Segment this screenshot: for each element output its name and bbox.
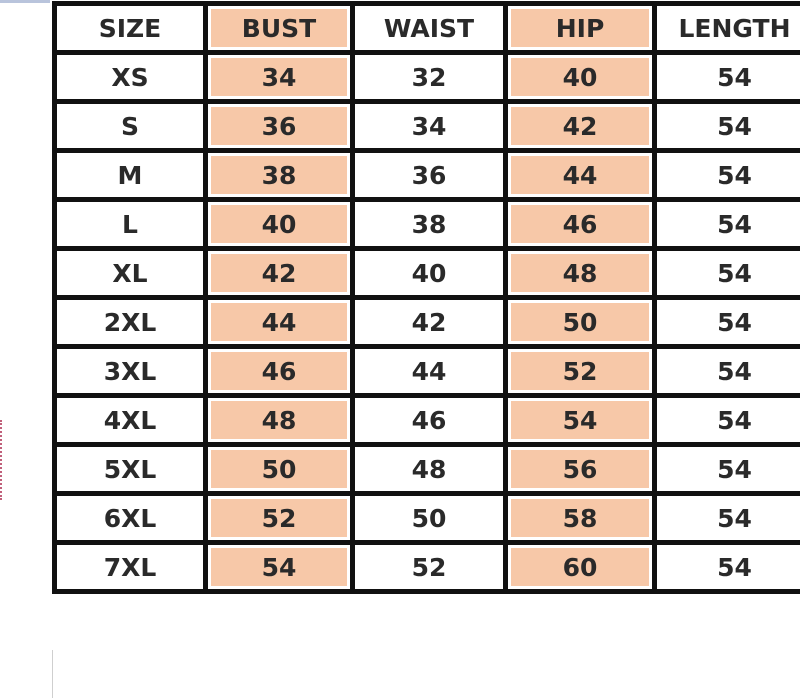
cell-bust: 54 <box>203 540 355 594</box>
cell-bust: 44 <box>203 295 355 349</box>
table-row: 7XL 54 52 60 54 <box>52 540 800 594</box>
cell-bust: 42 <box>203 246 355 300</box>
cell-waist: 52 <box>350 540 508 594</box>
cell-length: 54 <box>652 491 800 545</box>
cell-hip: 46 <box>503 197 657 251</box>
cell-hip: 40 <box>503 50 657 104</box>
cell-size: M <box>52 148 208 202</box>
cell-length: 54 <box>652 442 800 496</box>
cell-bust: 38 <box>203 148 355 202</box>
cell-bust: 52 <box>203 491 355 545</box>
cell-size: L <box>52 197 208 251</box>
table-row: 6XL 52 50 58 54 <box>52 491 800 545</box>
table-row: S 36 34 42 54 <box>52 99 800 153</box>
header-row: SIZE BUST WAIST HIP LENGTH <box>52 1 800 55</box>
cell-waist: 32 <box>350 50 508 104</box>
cell-size: 2XL <box>52 295 208 349</box>
table-row: M 38 36 44 54 <box>52 148 800 202</box>
cell-waist: 40 <box>350 246 508 300</box>
table-row: XL 42 40 48 54 <box>52 246 800 300</box>
header-size: SIZE <box>52 1 208 55</box>
cell-size: 3XL <box>52 344 208 398</box>
table-row: XS 34 32 40 54 <box>52 50 800 104</box>
cell-length: 54 <box>652 99 800 153</box>
cell-bust: 50 <box>203 442 355 496</box>
cell-size: 5XL <box>52 442 208 496</box>
cell-waist: 38 <box>350 197 508 251</box>
cell-size: XL <box>52 246 208 300</box>
cell-size: 7XL <box>52 540 208 594</box>
cell-length: 54 <box>652 344 800 398</box>
header-hip: HIP <box>503 1 657 55</box>
cell-length: 54 <box>652 295 800 349</box>
cell-hip: 52 <box>503 344 657 398</box>
cell-hip: 42 <box>503 99 657 153</box>
header-length: LENGTH <box>652 1 800 55</box>
cell-bust: 46 <box>203 344 355 398</box>
cell-length: 54 <box>652 50 800 104</box>
cell-bust: 34 <box>203 50 355 104</box>
cell-size: 6XL <box>52 491 208 545</box>
cell-length: 54 <box>652 148 800 202</box>
cell-hip: 60 <box>503 540 657 594</box>
left-edge-marking <box>0 420 5 500</box>
cell-bust: 40 <box>203 197 355 251</box>
cell-hip: 56 <box>503 442 657 496</box>
cell-size: 4XL <box>52 393 208 447</box>
cell-hip: 50 <box>503 295 657 349</box>
cell-hip: 58 <box>503 491 657 545</box>
size-chart-table: SIZE BUST WAIST HIP LENGTH XS 34 32 40 54 S 36 34 42… <box>52 1 800 594</box>
cell-hip: 54 <box>503 393 657 447</box>
cell-length: 54 <box>652 246 800 300</box>
top-edge-bar <box>0 0 50 3</box>
cell-bust: 48 <box>203 393 355 447</box>
cell-bust: 36 <box>203 99 355 153</box>
cell-waist: 50 <box>350 491 508 545</box>
cell-hip: 48 <box>503 246 657 300</box>
cell-waist: 46 <box>350 393 508 447</box>
cell-hip: 44 <box>503 148 657 202</box>
cell-waist: 44 <box>350 344 508 398</box>
cell-length: 54 <box>652 393 800 447</box>
cell-size: S <box>52 99 208 153</box>
header-waist: WAIST <box>350 1 508 55</box>
cell-length: 54 <box>652 540 800 594</box>
table-row: 3XL 46 44 52 54 <box>52 344 800 398</box>
cell-waist: 36 <box>350 148 508 202</box>
cell-size: XS <box>52 50 208 104</box>
table-row: 4XL 48 46 54 54 <box>52 393 800 447</box>
cell-waist: 34 <box>350 99 508 153</box>
header-bust: BUST <box>203 1 355 55</box>
cell-waist: 42 <box>350 295 508 349</box>
sheet-gridline <box>52 650 53 698</box>
table-row: L 40 38 46 54 <box>52 197 800 251</box>
cell-waist: 48 <box>350 442 508 496</box>
table-row: 5XL 50 48 56 54 <box>52 442 800 496</box>
cell-length: 54 <box>652 197 800 251</box>
table-row: 2XL 44 42 50 54 <box>52 295 800 349</box>
